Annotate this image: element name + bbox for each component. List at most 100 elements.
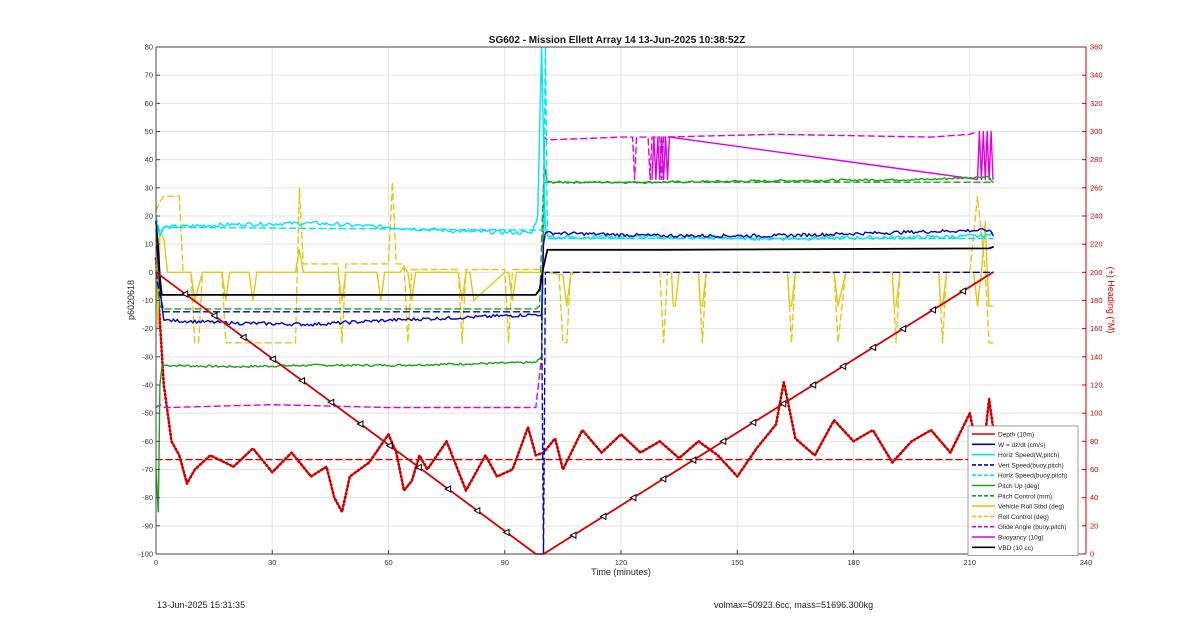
depth-marker xyxy=(719,437,727,446)
x-tick-label: 180 xyxy=(847,558,860,567)
grid-lines xyxy=(155,46,1087,555)
legend-label: Depth (10m) xyxy=(998,432,1034,439)
legend-label: Vehicle Roll Stbd (deg) xyxy=(998,504,1064,511)
plot-series xyxy=(154,46,995,555)
legend-label: Glide Angle (buoy,pitch) xyxy=(998,524,1067,531)
legend-label: Pitch Up (deg) xyxy=(998,483,1040,490)
y2-tick-label: 280 xyxy=(1090,155,1103,164)
depth-marker xyxy=(869,343,877,352)
legend-label: Horiz Speed(W,pitch) xyxy=(998,452,1059,459)
series-pitch-control-mm xyxy=(155,181,994,310)
x-tick-label: 240 xyxy=(1080,558,1093,567)
y-tick-label: -40 xyxy=(142,381,153,390)
y-tick-label: -50 xyxy=(142,409,153,418)
depth-marker xyxy=(356,420,364,428)
series-glide-angle-buoy-pitch xyxy=(155,130,979,409)
series-vert-speed-buoy-pitch xyxy=(155,271,994,555)
depth-marker xyxy=(689,456,697,464)
depth-marker xyxy=(569,531,577,540)
y2-tick-label: 200 xyxy=(1090,268,1103,277)
depth-marker xyxy=(502,528,510,537)
y-tick-label: 0 xyxy=(149,268,153,277)
series-roll-control-deg xyxy=(155,181,994,344)
depth-marker xyxy=(385,441,393,450)
series-heading xyxy=(154,257,995,514)
y-tick-label: 30 xyxy=(145,183,153,192)
depth-marker xyxy=(958,287,967,295)
y-axis-label: p6020618 xyxy=(126,280,136,320)
series-vbd-10-cc xyxy=(155,220,994,296)
y2-tick-label: 340 xyxy=(1090,71,1103,80)
series-buoyancy-10g xyxy=(651,130,994,181)
y2-tick-label: 120 xyxy=(1090,381,1103,390)
y-tick-label: -100 xyxy=(138,550,153,559)
y-tick-label: 20 xyxy=(145,212,153,221)
legend-label: W = dz/dt (cm/s) xyxy=(998,442,1046,449)
series-w-dz-dt-cm-s xyxy=(155,227,994,327)
y-tick-label: 60 xyxy=(145,99,153,108)
depth-marker xyxy=(659,475,667,483)
depth-marker xyxy=(239,333,247,342)
depth-marker xyxy=(809,381,817,389)
x-tick-label: 0 xyxy=(154,558,158,567)
x-tick-label: 210 xyxy=(963,558,976,567)
y2-tick-label: 260 xyxy=(1090,183,1103,192)
y-tick-label: 50 xyxy=(145,127,153,136)
series-pitch-up-deg xyxy=(155,164,994,513)
depth-marker xyxy=(298,376,306,385)
depth-marker xyxy=(779,399,787,408)
depth-marker xyxy=(899,324,907,333)
axes: 0 30 60 90 120 150 180 210 240 -100 -90 -80 -70 -60 -5… xyxy=(138,43,1103,568)
legend-label: Roll Control (deg) xyxy=(998,514,1049,521)
chart-title: SG602 - Mission Ellett Array 14 13-Jun-2… xyxy=(489,35,745,46)
y2-tick-label: 360 xyxy=(1090,43,1103,52)
depth-marker xyxy=(210,311,218,320)
depth-marker xyxy=(414,463,422,472)
y-tick-label: -80 xyxy=(142,493,153,502)
depth-marker xyxy=(268,355,276,363)
series-vehicle-roll-stbd-deg xyxy=(155,220,994,330)
y2-tick-label: 40 xyxy=(1090,493,1098,502)
depth-marker xyxy=(444,485,452,493)
legend: Depth (10m) W = dz/dt (cm/s) Horiz Speed(W… xyxy=(967,425,1079,557)
y2-tick-label: 320 xyxy=(1090,99,1103,108)
depth-marker xyxy=(749,418,757,427)
y2-tick-label: 300 xyxy=(1090,127,1103,136)
legend-label: Horiz Speed(buoy,pitch) xyxy=(998,473,1067,480)
x-tick-label: 150 xyxy=(731,558,744,567)
legend-label: Vert Speed(buoy,pitch) xyxy=(998,462,1064,469)
y2-tick-label: 180 xyxy=(1090,296,1103,305)
y-tick-label: 70 xyxy=(145,71,153,80)
y2-tick-label: 0 xyxy=(1090,550,1094,559)
y-tick-label: -20 xyxy=(142,324,153,333)
y2-axis-label: (+) Heading (°M) xyxy=(1106,267,1116,334)
y2-tick-label: 80 xyxy=(1090,437,1098,446)
y2-tick-label: 20 xyxy=(1090,521,1098,530)
x-tick-label: 60 xyxy=(384,558,392,567)
legend-label: VBD (10 cc) xyxy=(998,545,1033,552)
depth-marker xyxy=(929,306,937,314)
depth-marker xyxy=(473,506,481,515)
y2-tick-label: 60 xyxy=(1090,465,1098,474)
footer-mass-info: volmax=50923.6cc, mass=51696.300kg xyxy=(714,600,874,610)
y-tick-label: 40 xyxy=(145,155,153,164)
legend-label: Pitch Control (mm) xyxy=(998,493,1052,500)
y2-tick-label: 240 xyxy=(1090,212,1103,221)
legend-box xyxy=(967,425,1079,557)
x-tick-label: 120 xyxy=(615,558,628,567)
y2-tick-label: 140 xyxy=(1090,352,1103,361)
y2-tick-label: 100 xyxy=(1090,409,1103,418)
y-tick-label: -60 xyxy=(142,437,153,446)
series-horiz-speed-buoy-pitch xyxy=(155,46,994,240)
x-axis-label: Time (minutes) xyxy=(591,567,651,577)
y-tick-label: -90 xyxy=(142,521,153,530)
depth-marker xyxy=(629,493,637,502)
y-tick-label: -70 xyxy=(142,465,153,474)
legend-label: Buoyancy (10g) xyxy=(998,535,1044,542)
footer-timestamp: 13-Jun-2025 15:31:35 xyxy=(157,600,246,610)
depth-marker xyxy=(839,362,847,371)
x-tick-label: 90 xyxy=(501,558,509,567)
series-horiz-speed-w-pitch xyxy=(155,46,994,241)
y-tick-label: 80 xyxy=(145,43,153,52)
